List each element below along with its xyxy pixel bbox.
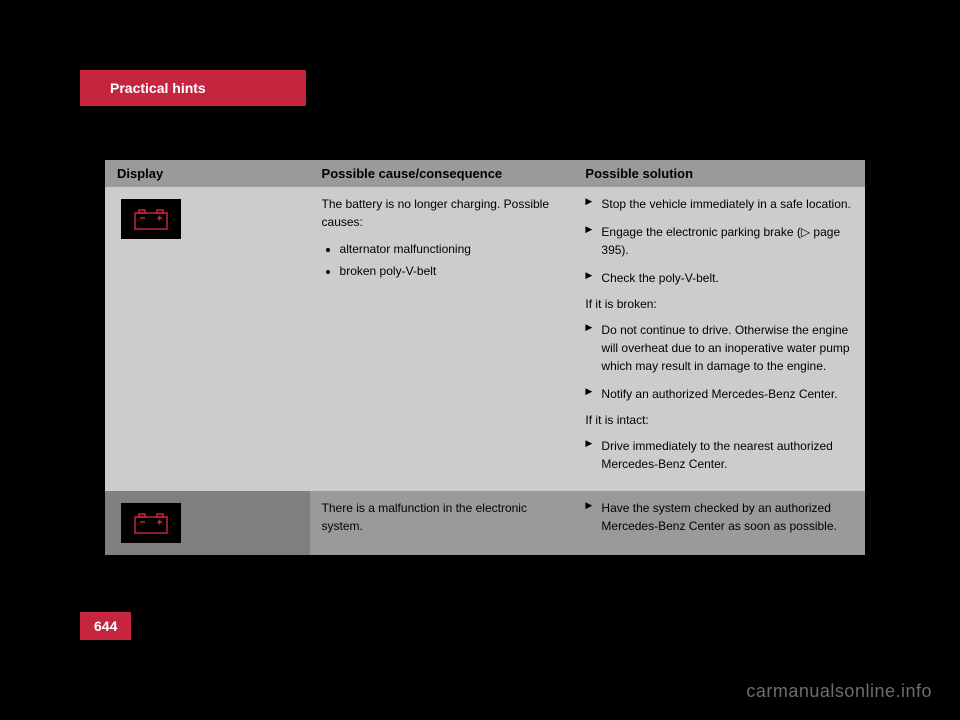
solution-action-list: Have the system checked by an authorized…: [585, 499, 853, 535]
column-header-solution: Possible solution: [573, 160, 865, 187]
table-row: There is a malfunction in the electronic…: [105, 491, 865, 555]
battery-warning-icon: [121, 503, 181, 543]
solution-plain-text: If it is broken:: [585, 297, 853, 311]
solution-action-list: Do not continue to drive. Otherwise the …: [585, 321, 853, 403]
table-header-row: Display Possible cause/consequence Possi…: [105, 160, 865, 187]
solution-action-item: Notify an authorized Mercedes-Benz Cente…: [585, 385, 853, 403]
column-header-display: Display: [105, 160, 310, 187]
solution-action-list: Drive immediately to the nearest authori…: [585, 437, 853, 473]
solution-action-item: Have the system checked by an authorized…: [585, 499, 853, 535]
troubleshooting-table: Display Possible cause/consequence Possi…: [105, 160, 865, 555]
solution-action-item: Do not continue to drive. Otherwise the …: [585, 321, 853, 375]
solution-plain-text: If it is intact:: [585, 413, 853, 427]
cause-cell: There is a malfunction in the electronic…: [310, 491, 574, 555]
solution-action-item: Drive immediately to the nearest authori…: [585, 437, 853, 473]
cause-intro-text: There is a malfunction in the electronic…: [322, 499, 562, 535]
cause-cell: The battery is no longer charging. Possi…: [310, 187, 574, 491]
solution-action-item: Check the poly-V-belt.: [585, 269, 853, 287]
table-row: The battery is no longer charging. Possi…: [105, 187, 865, 491]
solution-action-item: Stop the vehicle immediately in a safe l…: [585, 195, 853, 213]
display-cell: [105, 491, 310, 555]
cause-bullet-item: alternator malfunctioning: [340, 239, 562, 261]
column-header-cause: Possible cause/consequence: [310, 160, 574, 187]
cause-bullet-list: alternator malfunctioning broken poly-V-…: [322, 239, 562, 282]
watermark-text: carmanualsonline.info: [746, 681, 932, 702]
page-number-badge: 644: [80, 612, 131, 640]
battery-warning-icon: [121, 199, 181, 239]
display-cell: [105, 187, 310, 491]
cause-intro-text: The battery is no longer charging. Possi…: [322, 195, 562, 231]
solution-cell: Have the system checked by an authorized…: [573, 491, 865, 555]
section-header-tab: Practical hints: [80, 70, 306, 106]
solution-action-list: Stop the vehicle immediately in a safe l…: [585, 195, 853, 287]
solution-cell: Stop the vehicle immediately in a safe l…: [573, 187, 865, 491]
cause-bullet-item: broken poly-V-belt: [340, 261, 562, 283]
solution-action-item: Engage the electronic parking brake (▷ p…: [585, 223, 853, 259]
